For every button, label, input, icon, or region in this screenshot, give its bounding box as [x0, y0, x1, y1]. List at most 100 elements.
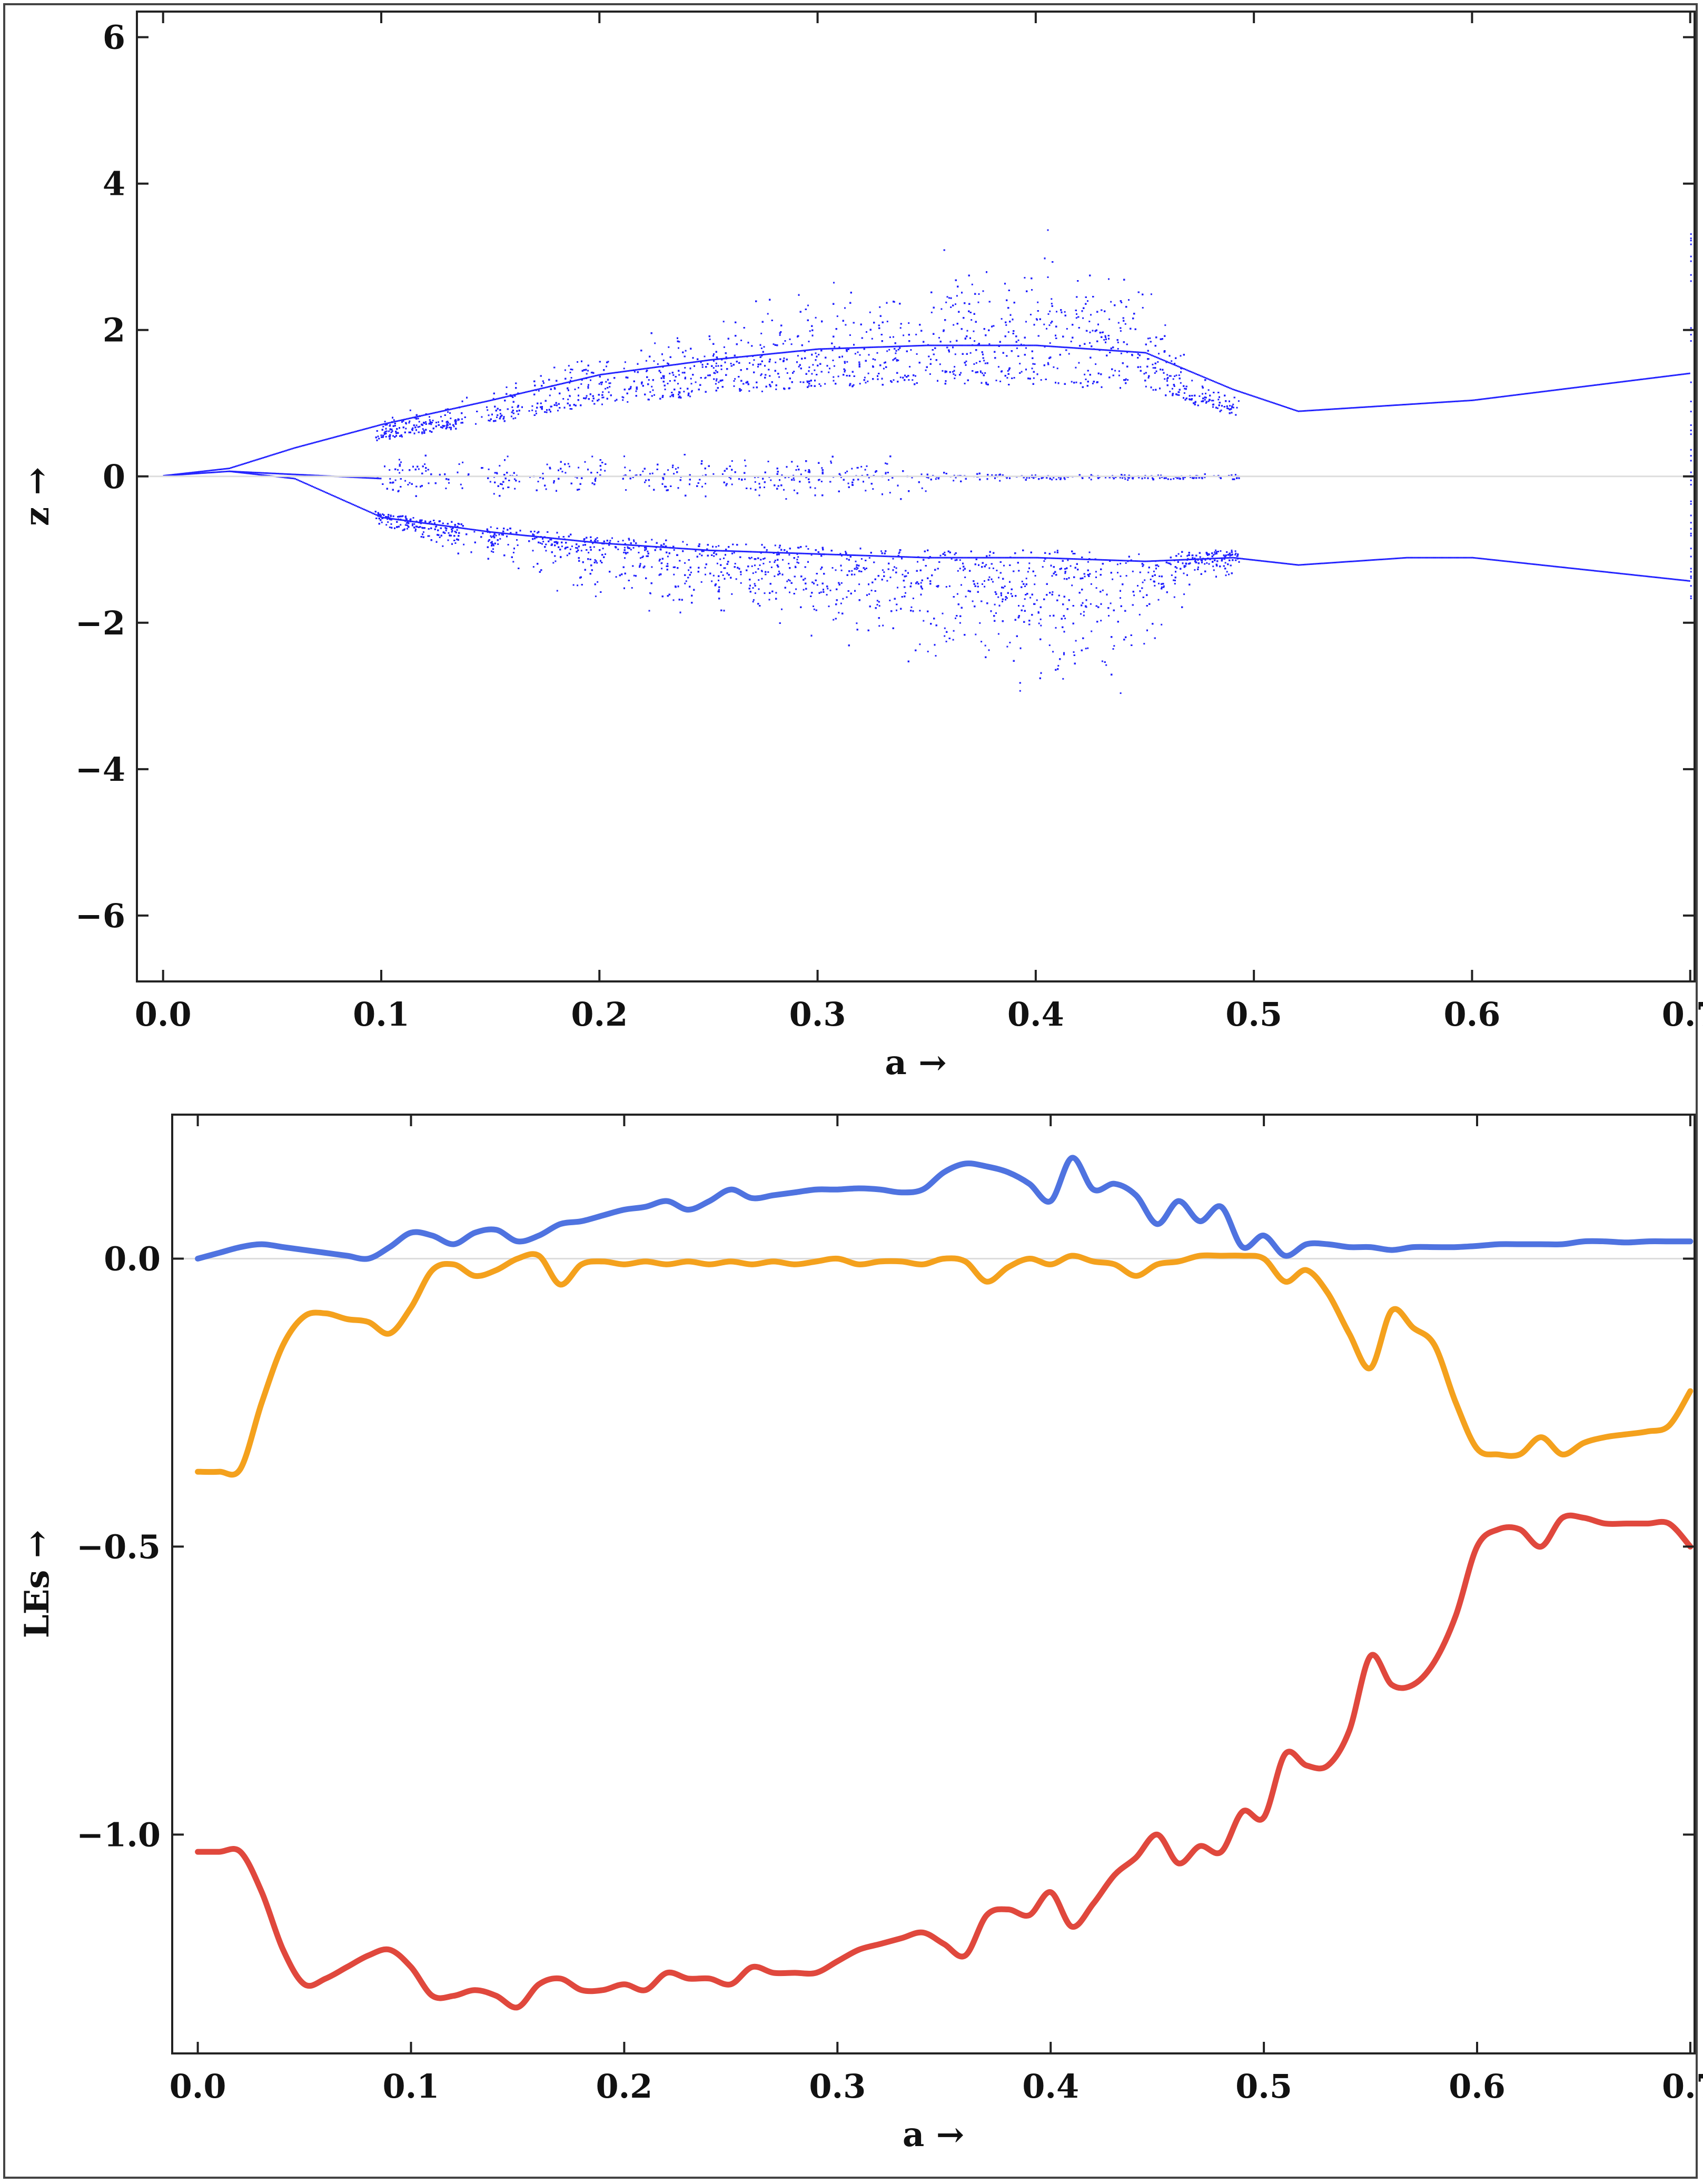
bifurcation-point [314, 441, 316, 443]
bifurcation-point [393, 421, 395, 423]
bifurcation-point [395, 518, 397, 520]
bifurcation-point [1017, 339, 1019, 341]
bifurcation-point [722, 321, 725, 323]
bifurcation-point [649, 592, 651, 594]
bifurcation-point [1501, 560, 1503, 562]
bifurcation-point [1579, 386, 1580, 388]
bifurcation-point [430, 423, 432, 425]
bifurcation-point [883, 368, 885, 370]
bifurcation-point [184, 472, 186, 474]
bifurcation-point [597, 540, 599, 542]
bifurcation-point [1015, 344, 1017, 346]
bifurcation-point [1033, 557, 1035, 559]
bifurcation-point [1044, 346, 1046, 348]
bifurcation-point [1621, 573, 1623, 575]
bifurcation-point [829, 553, 831, 555]
bifurcation-point [489, 420, 491, 422]
bifurcation-point [444, 410, 446, 412]
bifurcation-point [835, 348, 837, 350]
bifurcation-point [606, 542, 608, 544]
bifurcation-points [163, 229, 1692, 694]
bifurcation-point [409, 420, 411, 422]
bifurcation-point [488, 531, 490, 533]
bifurcation-point [700, 581, 702, 583]
bifurcation-point [988, 554, 991, 557]
bifurcation-point [505, 396, 507, 398]
bifurcation-point [1486, 558, 1488, 560]
bifurcation-point [809, 349, 811, 351]
bifurcation-point [1418, 557, 1420, 559]
bifurcation-point [1183, 593, 1185, 595]
bifurcation-point [869, 311, 871, 313]
bifurcation-point [690, 378, 692, 380]
bifurcation-point [699, 360, 701, 362]
bifurcation-point [793, 479, 795, 481]
bifurcation-point [236, 465, 238, 467]
bifurcation-point [809, 330, 811, 332]
bifurcation-point [1047, 557, 1049, 559]
bifurcation-point [818, 348, 820, 350]
bifurcation-point [1267, 400, 1269, 402]
bifurcation-point [623, 551, 625, 553]
bifurcation-point [601, 396, 603, 399]
bifurcation-point [447, 411, 449, 413]
bifurcation-point [712, 473, 715, 475]
bifurcation-point [1224, 557, 1226, 559]
bifurcation-point [1626, 380, 1628, 382]
bifurcation-point [673, 364, 675, 366]
bifurcation-point [1169, 559, 1171, 561]
bifurcation-point [1205, 402, 1207, 404]
bifurcation-point [1427, 402, 1429, 404]
bifurcation-point [744, 478, 746, 480]
bifurcation-point [761, 390, 763, 392]
bifurcation-point [593, 540, 596, 542]
bifurcation-point [259, 474, 261, 476]
bifurcation-point [1018, 344, 1020, 346]
bifurcation-point [711, 550, 713, 551]
bifurcation-point [816, 553, 818, 555]
bifurcation-point [1462, 557, 1464, 559]
bifurcation-point [785, 368, 787, 370]
bifurcation-point [953, 630, 955, 632]
bifurcation-point [1061, 346, 1063, 348]
bifurcation-point [1326, 562, 1329, 564]
bifurcation-point [1455, 557, 1457, 559]
bifurcation-point [709, 359, 711, 361]
bifurcation-point [824, 383, 826, 385]
bifurcation-point [373, 425, 375, 428]
bifurcation-point [470, 404, 472, 406]
bifurcation-point [1143, 352, 1145, 354]
bifurcation-point [302, 481, 304, 483]
bifurcation-point [1586, 385, 1588, 387]
bifurcation-point [1075, 558, 1076, 560]
bifurcation-point [828, 605, 830, 608]
bifurcation-point [1110, 350, 1112, 351]
bifurcation-point [342, 499, 343, 501]
bifurcation-point [1169, 391, 1171, 393]
bifurcation-point [428, 521, 430, 523]
bifurcation-point [1298, 410, 1300, 412]
bifurcation-point [1678, 579, 1680, 581]
bifurcation-point [646, 370, 647, 372]
bifurcation-point [516, 533, 518, 535]
bifurcation-point [733, 552, 735, 554]
bifurcation-point [992, 557, 994, 559]
bifurcation-point [798, 350, 800, 352]
bifurcation-point [1025, 578, 1027, 580]
bifurcation-point [251, 471, 253, 473]
bifurcation-point [1208, 563, 1210, 565]
bifurcation-point [1664, 577, 1666, 579]
bifurcation-point [1438, 557, 1440, 559]
bifurcation-point [415, 525, 417, 528]
bifurcation-point [844, 307, 846, 309]
bifurcation-point [716, 358, 718, 360]
bifurcation-point [1365, 406, 1367, 408]
bifurcation-point [974, 557, 976, 559]
bifurcation-point [1658, 577, 1660, 579]
bifurcation-point [792, 351, 794, 353]
bifurcation-point [613, 372, 616, 374]
bifurcation-point [758, 551, 760, 553]
bifurcation-point [602, 373, 605, 375]
bifurcation-point [839, 554, 841, 556]
bifurcation-point [1478, 399, 1480, 401]
